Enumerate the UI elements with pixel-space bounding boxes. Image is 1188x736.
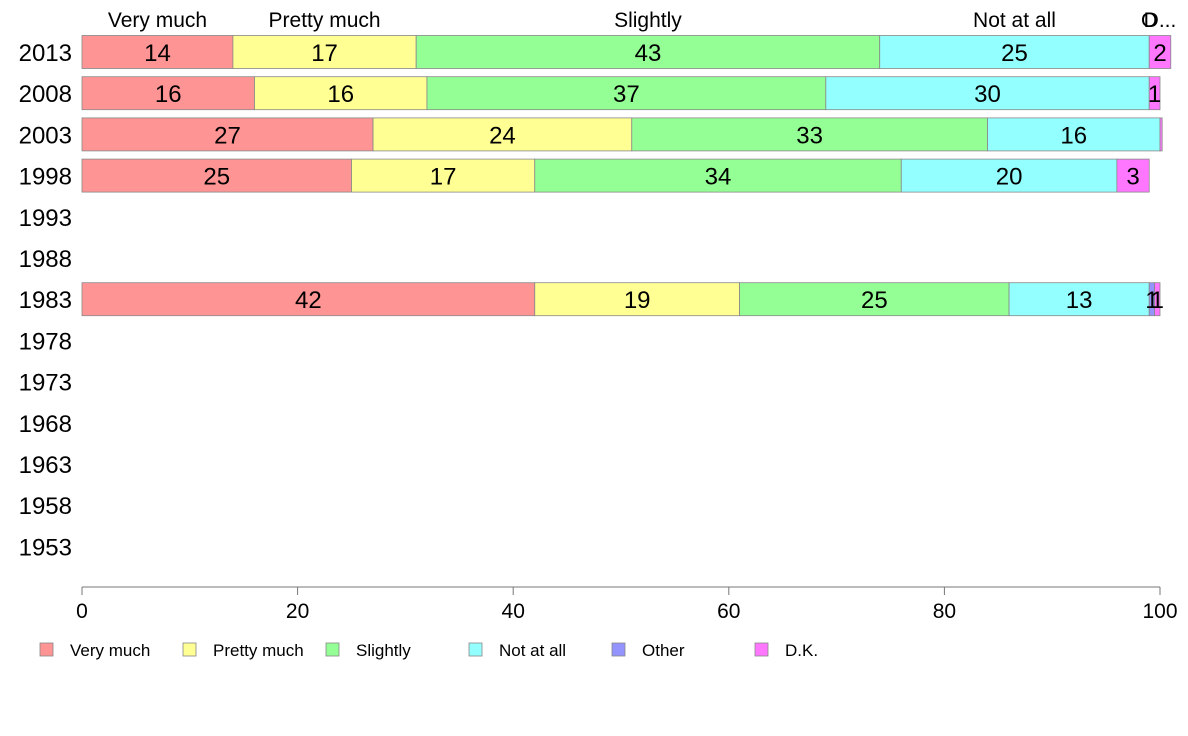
- legend-swatch-slightly: [325, 642, 340, 657]
- legend-label-very-much: Very much: [70, 641, 150, 660]
- bar-1998-not-at-all: [900, 158, 1118, 193]
- top-label-pretty-much: Pretty much: [269, 9, 381, 32]
- bar-1983-pretty-much: [534, 282, 740, 317]
- legend-label-other: Other: [642, 641, 685, 660]
- value-label-2003-very-much: 27: [214, 122, 241, 149]
- value-label-1983-very-much: 42: [295, 287, 322, 314]
- value-label-2008-very-much: 16: [155, 81, 182, 108]
- x-tick-label-80: 80: [933, 600, 956, 623]
- y-label-1993: 1993: [19, 205, 72, 232]
- x-tick-label-60: 60: [717, 600, 740, 623]
- bar-1983-d-k: [1154, 282, 1161, 317]
- legend-label-pretty-much: Pretty much: [213, 641, 304, 660]
- bar-1983-not-at-all: [1008, 282, 1150, 317]
- bar-1998-slightly: [534, 158, 902, 193]
- y-label-1963: 1963: [19, 452, 72, 479]
- legend-swatch-other: [611, 642, 626, 657]
- y-label-1978: 1978: [19, 328, 72, 355]
- value-label-2008-not-at-all: 30: [974, 81, 1001, 108]
- top-label-slightly: Slightly: [614, 9, 682, 32]
- value-label-2008-slightly: 37: [613, 81, 640, 108]
- y-label-1988: 1988: [19, 246, 72, 273]
- x-tick-label-20: 20: [286, 600, 309, 623]
- bar-2003-slightly: [631, 117, 988, 152]
- y-label-2008: 2008: [19, 81, 72, 108]
- value-label-1983-pretty-much: 19: [624, 287, 651, 314]
- value-label-1983-d-k: 1: [1151, 287, 1164, 314]
- bar-2008-d-k: [1148, 76, 1161, 111]
- value-label-1998-pretty-much: 17: [430, 164, 457, 191]
- bar-1998-d-k: [1116, 158, 1150, 193]
- bar-2013-pretty-much: [232, 35, 417, 69]
- bar-2003-very-much: [81, 117, 374, 152]
- bar-2003-not-at-all: [987, 117, 1161, 152]
- value-label-2013-d-k: 2: [1153, 40, 1166, 67]
- legend-swatch-d-k: [754, 642, 769, 657]
- value-label-2003-not-at-all: 16: [1060, 122, 1087, 149]
- bar-1998-pretty-much: [351, 158, 536, 193]
- value-label-2008-d-k: 1: [1148, 81, 1161, 108]
- legend-label-not-at-all: Not at all: [499, 641, 566, 660]
- value-label-1998-very-much: 25: [203, 164, 230, 191]
- legend: Very much Pretty much Slightly Not at all Ot…: [39, 641, 818, 660]
- value-label-1998-d-k: 3: [1126, 164, 1139, 191]
- x-tick-label-0: 0: [76, 600, 88, 623]
- legend-swatch-pretty-much: [182, 642, 197, 657]
- top-category-labels: Very much Pretty much Slightly Not at all OD…: [108, 9, 1176, 32]
- bar-2013-d-k: [1148, 35, 1172, 69]
- bar-1983-slightly: [739, 282, 1010, 317]
- value-label-2003-pretty-much: 24: [489, 122, 516, 149]
- y-axis-labels: 2013 2008 2003 1998 1993 1988 1983 1978 1973 1968…: [19, 40, 72, 561]
- bar-1998-very-much: [81, 158, 352, 193]
- top-label-other: O: [1141, 9, 1157, 32]
- legend-label-slightly: Slightly: [356, 641, 411, 660]
- x-axis: 0 20 40 60 80 100: [76, 586, 1178, 623]
- value-label-2013-not-at-all: 25: [1001, 40, 1028, 67]
- value-label-2008-pretty-much: 16: [327, 81, 354, 108]
- legend-swatch-not-at-all: [468, 642, 483, 657]
- bar-2008-not-at-all: [825, 76, 1150, 111]
- bar-2008-pretty-much: [254, 76, 428, 111]
- top-label-very-much: Very much: [108, 9, 207, 32]
- value-label-1998-slightly: 34: [705, 164, 732, 191]
- legend-label-d-k: D.K.: [785, 641, 818, 660]
- x-tick-label-100: 100: [1142, 600, 1177, 623]
- y-label-1968: 1968: [19, 411, 72, 438]
- top-label-not-at-all: Not at all: [973, 9, 1056, 32]
- value-label-2013-slightly: 43: [635, 40, 662, 67]
- y-label-1973: 1973: [19, 370, 72, 397]
- y-label-2003: 2003: [19, 122, 72, 149]
- value-label-2003-slightly: 33: [796, 122, 823, 149]
- bar-2003-d-k: [1159, 117, 1163, 152]
- bar-2008-very-much: [81, 76, 255, 111]
- bar-2008-slightly: [426, 76, 827, 111]
- value-label-1983-not-at-all: 13: [1066, 287, 1093, 314]
- top-label-d-k: D...: [1144, 9, 1177, 32]
- legend-swatch-very-much: [39, 642, 54, 657]
- value-label-1998-not-at-all: 20: [996, 164, 1023, 191]
- value-label-2013-pretty-much: 17: [311, 40, 338, 67]
- x-tick-label-40: 40: [502, 600, 525, 623]
- y-label-2013: 2013: [19, 40, 72, 67]
- bar-2003-pretty-much: [372, 117, 633, 152]
- bars: 14 17 43 25 2 16 16 37 30 1 27 24 33 16 25 17 34 20 3 42 19 2…: [81, 35, 1172, 317]
- y-label-1983: 1983: [19, 287, 72, 314]
- y-label-1953: 1953: [19, 534, 72, 561]
- y-label-1998: 1998: [19, 164, 72, 191]
- y-label-1958: 1958: [19, 493, 72, 520]
- value-label-1983-slightly: 25: [861, 287, 888, 314]
- value-label-2013-very-much: 14: [144, 40, 171, 67]
